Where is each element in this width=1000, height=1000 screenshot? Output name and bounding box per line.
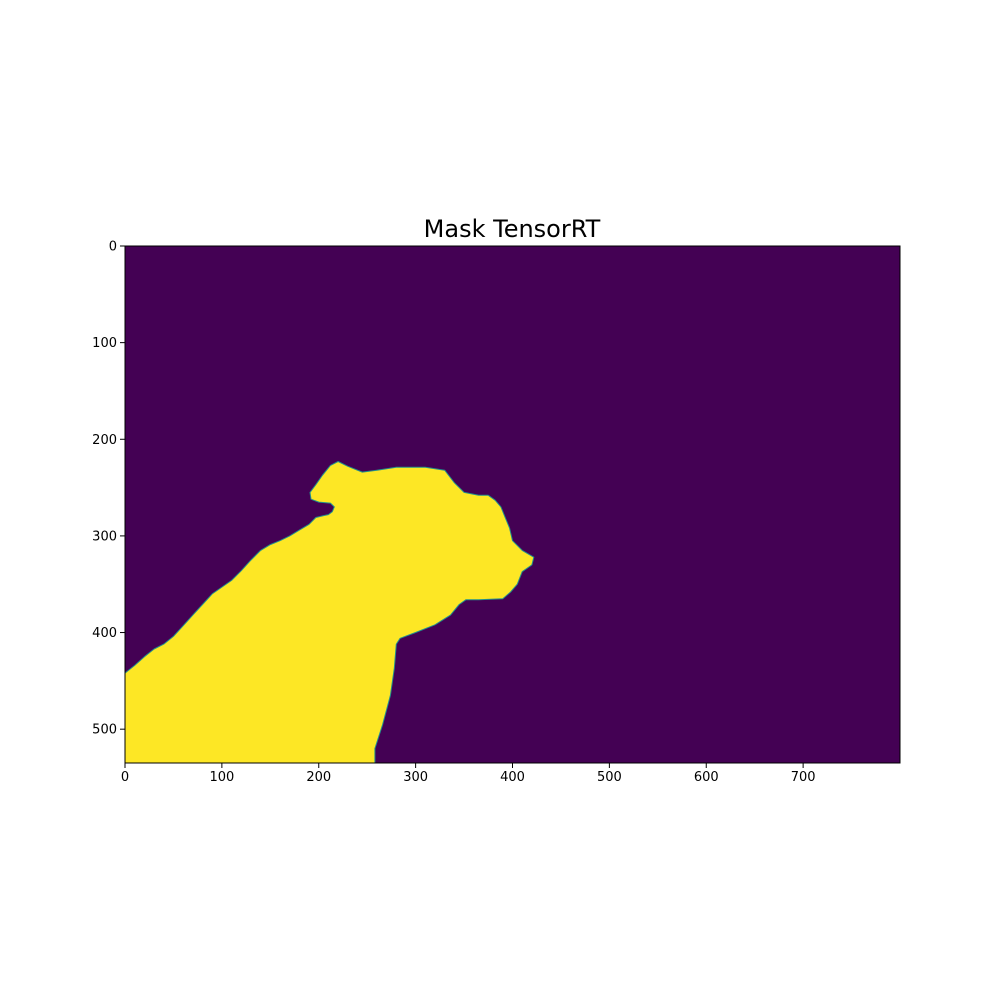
y-tick-label: 200 (92, 433, 117, 448)
x-tick-label: 600 (694, 770, 719, 785)
plot-area (124, 245, 901, 764)
y-tick-label: 0 (109, 240, 117, 255)
x-tick-label: 0 (121, 770, 129, 785)
y-tick-label: 300 (92, 529, 117, 544)
x-tick-label: 200 (306, 770, 331, 785)
x-tick-label: 400 (500, 770, 525, 785)
x-tick-label: 100 (209, 770, 234, 785)
y-axis: 0 100 200 300 400 500 (92, 240, 125, 738)
x-tick-label: 300 (403, 770, 428, 785)
x-axis: 0 100 200 300 400 500 600 700 (121, 763, 816, 785)
y-tick-label: 400 (92, 626, 117, 641)
mask-region (124, 461, 535, 764)
chart-title: Mask TensorRT (424, 215, 601, 243)
x-tick-label: 700 (791, 770, 816, 785)
x-tick-label: 500 (597, 770, 622, 785)
y-tick-label: 500 (92, 723, 117, 738)
y-tick-label: 100 (92, 336, 117, 351)
